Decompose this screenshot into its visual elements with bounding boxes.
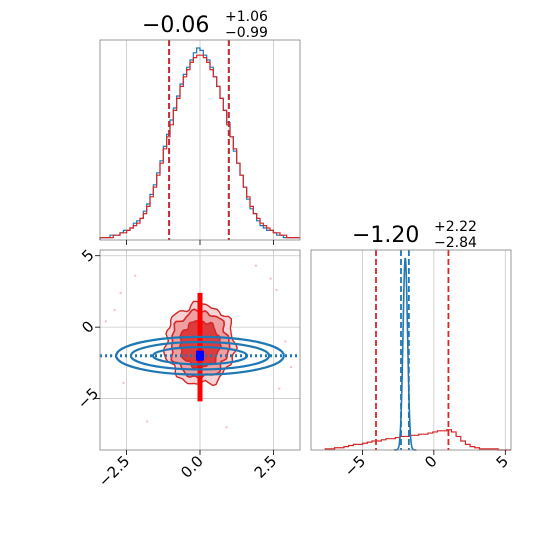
histogram-1-title-plus: +1.06 [225,9,268,25]
contour-red-scatter-point-1 [113,308,116,312]
contour-xtick-label-2: 2.5 [251,452,281,482]
contour-blue-level-2 [151,346,249,366]
histogram-2-title-minus: −2.84 [434,235,477,251]
contour-ytick-label-2: −5 [74,384,102,412]
histogram-2-xtick-label-1: 0 [421,452,440,471]
histogram-1-title: −0.06 [142,13,209,38]
contour-ytick-label-1: 0 [78,317,97,336]
histogram-2-xtick-label-0: −5 [341,452,369,480]
contour-panel-param-1-2: −2.5 0.0 2.5 5 0 −5 [74,246,301,491]
histogram-panel-param-2: −5 0 5 −1.20 +2.22 −2.84 [310,219,512,480]
contour-red-scatter-point-12 [225,425,228,429]
histogram-1-grid [126,40,274,240]
histogram-panel-param-1: −0.06 +1.06 −0.99 [99,9,301,245]
contour-xtick-label-1: 0.0 [177,452,207,482]
contour-red-scatter-point-0 [119,291,122,295]
contour-red-scatter-point-11 [269,277,272,280]
contour-red-scatter-point-10 [104,320,108,323]
histogram-2-title-plus: +2.22 [434,219,477,235]
contour-red-scatter-point-13 [134,274,137,277]
contour-xtick-label-0: −2.5 [95,452,133,490]
contour-red-scatter-point-3 [284,340,287,343]
histogram-1-ticks [126,240,274,245]
contour-ytick-label-0: 5 [78,246,97,265]
histogram-2-title: −1.20 [352,223,419,248]
histogram-2-title-median: −1.20 [352,223,419,248]
histogram-2-grid [362,250,506,450]
contour-red-scatter-point-7 [254,264,258,267]
contour-red-scatter-point-4 [122,381,125,385]
contour-blue-series [100,335,300,376]
contour-red-scatter-point-5 [278,387,281,390]
histogram-1-red-series [99,54,300,240]
histogram-2-blue-series [393,257,417,451]
histogram-2-xtick-label-2: 5 [493,452,512,471]
contour-red-scatter-point-2 [275,288,278,292]
contour-blue-peak [196,350,204,361]
histogram-1-quantile-lines [168,40,230,240]
contour-red-scatter-point-9 [289,365,293,369]
histogram-1-title-median: −0.06 [142,13,209,38]
histogram-2-quantile-lines [375,250,450,450]
histogram-2-ticks: −5 0 5 [341,450,512,480]
contour-red-scatter-point-8 [145,420,149,423]
histogram-2-red-series [324,429,511,451]
histogram-2-frame [310,249,512,451]
histogram-1-title-minus: −0.99 [225,25,268,41]
